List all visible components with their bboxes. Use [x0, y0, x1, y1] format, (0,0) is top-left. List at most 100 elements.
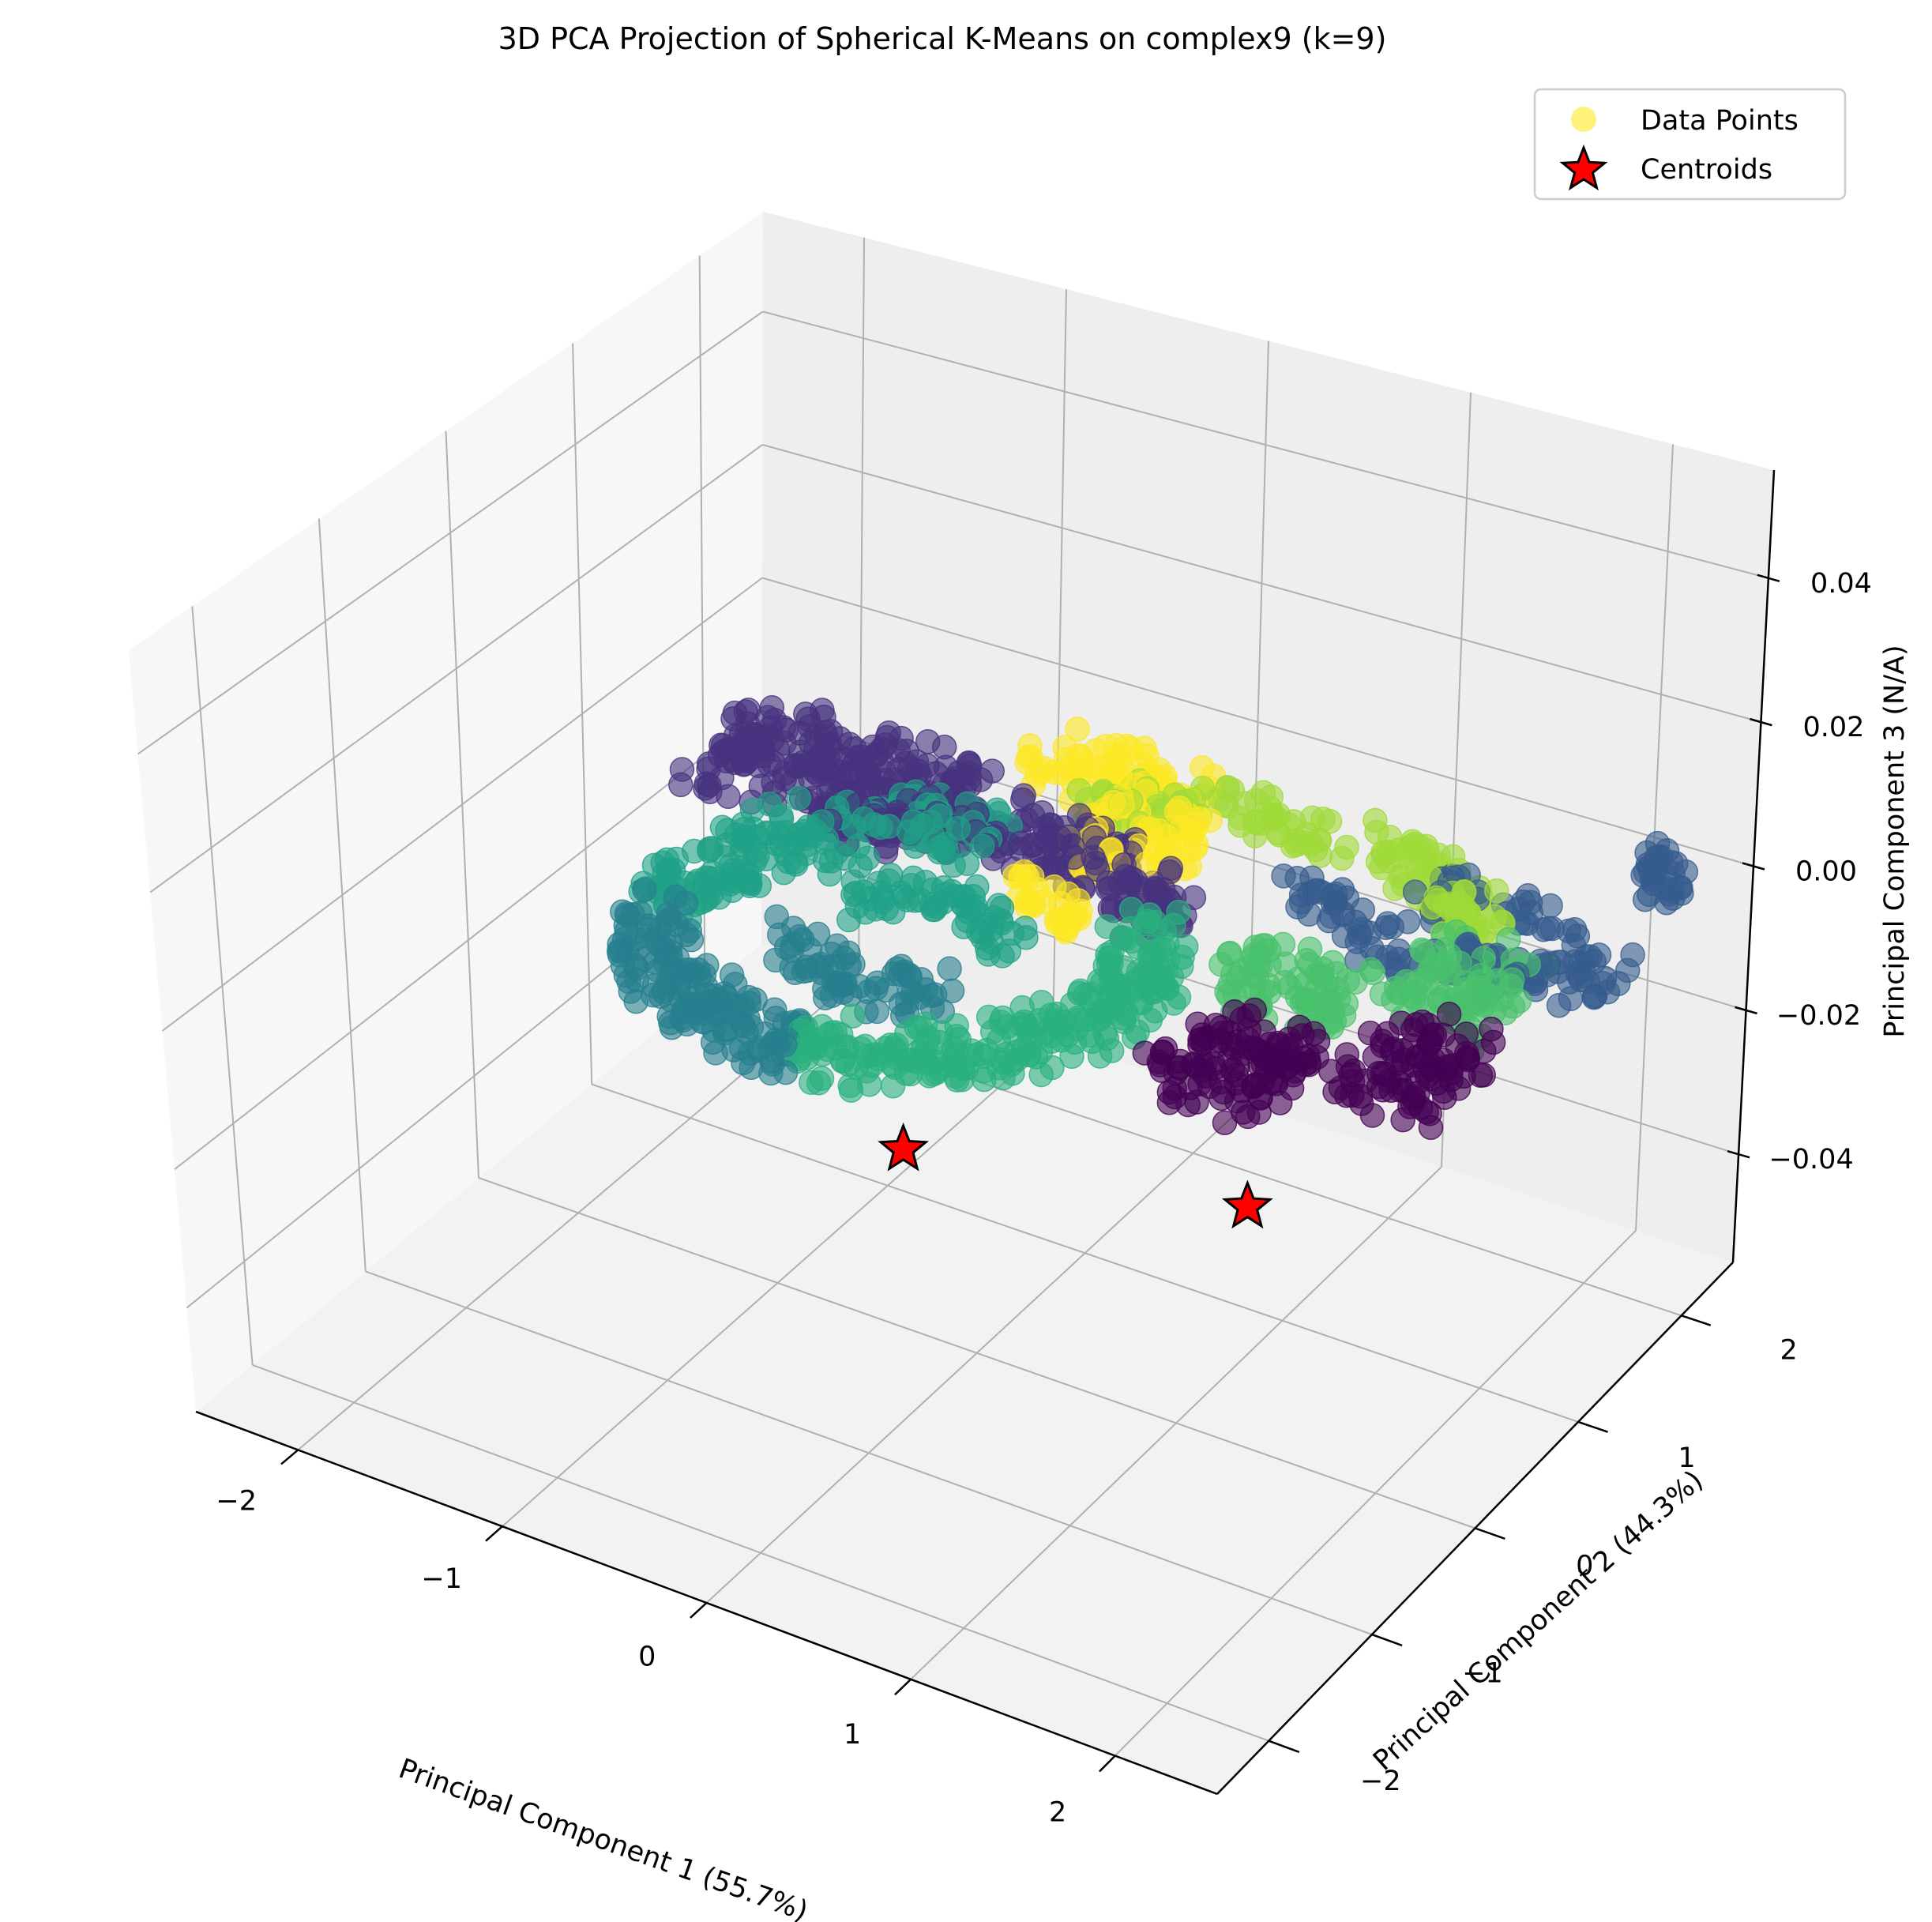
left-pane [129, 212, 763, 1412]
y-tick [1371, 1633, 1403, 1647]
data-point [838, 1078, 864, 1103]
data-point [817, 861, 843, 887]
z-tick-label: −0.04 [1768, 1144, 1853, 1175]
data-point [1329, 845, 1355, 871]
data-point [841, 814, 866, 840]
data-point [722, 750, 748, 776]
data-point [1016, 744, 1042, 770]
data-point [786, 785, 811, 811]
data-point [939, 978, 965, 1004]
data-point [1297, 881, 1322, 906]
data-point [1359, 1103, 1385, 1128]
legend: Data Points Centroids [1533, 88, 1847, 201]
data-point [712, 844, 738, 871]
x-tick [690, 1602, 708, 1619]
x-tick-label: 1 [844, 1719, 861, 1751]
data-point [1323, 881, 1348, 907]
centroid-marker [1221, 1179, 1273, 1229]
z-tick [1742, 862, 1765, 871]
data-point [969, 833, 995, 859]
data-point [844, 893, 870, 919]
data-point [1556, 918, 1581, 944]
data-point [974, 935, 1000, 961]
data-point [1419, 894, 1445, 920]
data-point [716, 784, 741, 809]
data-point [790, 927, 815, 953]
data-point [1066, 980, 1092, 1006]
data-point [1008, 830, 1033, 856]
data-point [1400, 1017, 1426, 1043]
axis-lines [195, 469, 1780, 1796]
chart-title: 3D PCA Projection of Spherical K-Means o… [498, 21, 1387, 56]
left-grid-z [137, 310, 764, 755]
data-point [1156, 859, 1182, 885]
data-points [606, 694, 1699, 1141]
data-point [1329, 902, 1355, 927]
data-point [986, 893, 1012, 918]
data-point [882, 1055, 908, 1080]
z-tick-label: 0.00 [1795, 856, 1857, 888]
data-point [765, 831, 790, 857]
data-point [827, 726, 853, 751]
data-point [829, 1048, 855, 1074]
y-tick-label: 0 [1576, 1550, 1593, 1582]
data-point [1028, 1062, 1054, 1088]
data-point [918, 809, 943, 835]
data-point [1405, 1080, 1430, 1106]
z-tick [1757, 574, 1780, 582]
data-point [1659, 878, 1685, 904]
data-point [1142, 910, 1168, 935]
z-tick-label: −0.02 [1776, 1000, 1861, 1032]
z-tick [1750, 717, 1772, 727]
centroid-markers [878, 1122, 1273, 1229]
data-point [937, 956, 962, 982]
data-point [677, 918, 703, 943]
data-point [795, 957, 821, 984]
data-point [1417, 957, 1442, 983]
data-point [771, 859, 797, 886]
data-point [854, 1059, 880, 1084]
data-point [972, 1058, 997, 1084]
floor-grid-y [591, 1083, 1579, 1423]
z-tick [1727, 1150, 1750, 1159]
data-point [1087, 1044, 1113, 1069]
data-point [921, 1049, 947, 1074]
x-tick [485, 1525, 503, 1542]
data-point [624, 955, 649, 981]
tick-labels: −2 −1 0 1 2 −2 −1 0 1 2 −0.04 −0.02 0.00 0.02 0.04 [216, 568, 1871, 1829]
data-point [1388, 864, 1413, 890]
z-tick [1735, 1006, 1757, 1015]
data-point [1055, 881, 1081, 907]
data-point [799, 1070, 824, 1095]
data-point [1232, 791, 1257, 816]
centroid-marker [878, 1122, 929, 1172]
data-point [1632, 886, 1658, 912]
legend-centroids-label: Centroids [1641, 154, 1772, 186]
x-tick [280, 1449, 299, 1465]
data-point [1208, 1085, 1234, 1111]
x-tick [894, 1678, 911, 1696]
data-point [1418, 1115, 1444, 1141]
floor-grid-y [252, 1363, 1269, 1742]
floor-pane [196, 944, 1733, 1794]
data-point [669, 757, 695, 782]
data-point [1436, 1002, 1462, 1027]
left-grid-z [149, 444, 763, 893]
data-point [1517, 890, 1543, 916]
z-tick-label: 0.04 [1810, 568, 1872, 600]
y-tick [1681, 1315, 1712, 1326]
data-point [1455, 1047, 1480, 1073]
x-tick [1099, 1755, 1116, 1773]
left-grid-z [161, 577, 763, 1032]
data-point [1248, 1085, 1273, 1111]
data-point [1235, 1104, 1261, 1130]
data-point [729, 832, 755, 857]
data-point [888, 991, 914, 1017]
data-point [1212, 1110, 1238, 1135]
data-point [1546, 992, 1572, 1018]
data-point [1015, 1042, 1041, 1068]
data-point [1373, 915, 1399, 940]
data-point [1056, 913, 1081, 938]
data-point [797, 714, 823, 739]
